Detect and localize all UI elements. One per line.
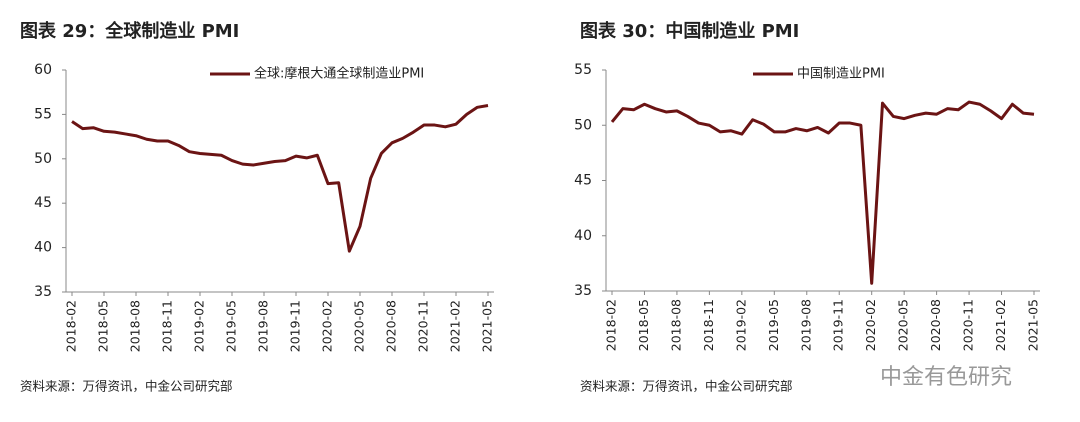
x-tick-label: 2020-02 — [320, 300, 335, 352]
y-tick-label: 40 — [574, 228, 592, 244]
x-tick-label: 2018-08 — [668, 299, 683, 351]
y-tick-label: 50 — [34, 151, 52, 167]
x-tick-label: 2018-11 — [701, 299, 716, 351]
y-tick-label: 40 — [34, 240, 52, 256]
source: 资料来源：万得资讯，中金公司研究部 — [20, 379, 233, 394]
x-tick-label: 2021-02 — [993, 299, 1008, 351]
x-tick-label: 2018-08 — [128, 300, 143, 352]
x-tick-label: 2020-02 — [863, 299, 878, 351]
watermark: 中金有色研究 — [880, 365, 1012, 390]
x-tick-label: 2019-02 — [733, 299, 748, 351]
x-tick-label: 2019-08 — [798, 299, 813, 351]
x-tick-label: 2018-05 — [636, 299, 651, 351]
source: 资料来源：万得资讯，中金公司研究部 — [580, 379, 793, 394]
x-tick-label: 2018-02 — [64, 300, 79, 352]
x-tick-label: 2019-11 — [831, 299, 846, 351]
x-tick-label: 2018-05 — [96, 300, 111, 352]
x-tick-label: 2020-11 — [961, 299, 976, 351]
chart-title: 图表 30：中国制造业 PMI — [580, 20, 799, 42]
x-tick-label: 2019-11 — [288, 300, 303, 352]
x-tick-label: 2020-05 — [896, 299, 911, 351]
x-tick-label: 2019-05 — [766, 299, 781, 351]
series-line — [71, 104, 489, 253]
y-tick-label: 45 — [34, 195, 52, 211]
y-tick-label: 35 — [34, 284, 52, 300]
x-tick-label: 2019-05 — [224, 300, 239, 352]
legend-label: 全球:摩根大通全球制造业PMI — [254, 66, 424, 82]
x-tick-label: 2020-08 — [928, 299, 943, 351]
y-tick-label: 35 — [574, 283, 592, 299]
y-tick-label: 60 — [34, 62, 52, 78]
x-tick-label: 2021-05 — [1026, 299, 1041, 351]
y-tick-label: 45 — [574, 173, 592, 189]
x-tick-label: 2018-02 — [604, 299, 619, 351]
x-tick-label: 2020-11 — [416, 300, 431, 352]
y-tick-label: 50 — [574, 117, 592, 133]
x-tick-label: 2018-11 — [160, 300, 175, 352]
x-tick-label: 2021-05 — [480, 300, 495, 352]
x-tick-label: 2019-08 — [256, 300, 271, 352]
x-tick-label: 2021-02 — [448, 300, 463, 352]
x-tick-label: 2020-05 — [352, 300, 367, 352]
y-tick-label: 55 — [574, 62, 592, 78]
chart-title: 图表 29：全球制造业 PMI — [20, 20, 239, 42]
x-tick-label: 2020-08 — [384, 300, 399, 352]
legend-label: 中国制造业PMI — [797, 67, 885, 82]
y-tick-label: 55 — [34, 106, 52, 122]
series-line — [610, 100, 1035, 285]
x-tick-label: 2019-02 — [192, 300, 207, 352]
